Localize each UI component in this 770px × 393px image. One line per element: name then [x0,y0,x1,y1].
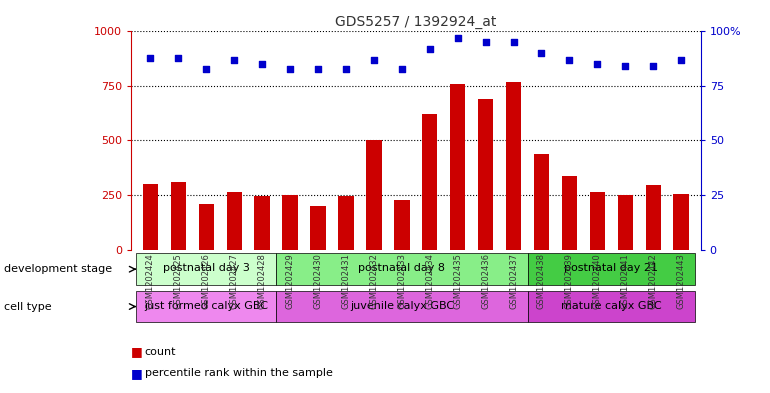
Point [647,63,659,70]
Text: GSM1202443: GSM1202443 [677,253,685,309]
Text: postnatal day 21: postnatal day 21 [564,263,658,274]
Point [535,50,547,56]
Text: just formed calyx GBC: just formed calyx GBC [144,301,268,311]
Text: GSM1202432: GSM1202432 [370,253,378,309]
Text: ■: ■ [131,345,146,358]
Text: GSM1202433: GSM1202433 [397,253,407,309]
Point [619,63,631,70]
Text: GSM1202434: GSM1202434 [425,253,434,309]
Point [480,39,492,46]
Bar [562,176,577,250]
Text: GSM1202435: GSM1202435 [454,253,462,309]
Bar [534,154,549,250]
Bar [527,290,695,322]
Text: GSM1202440: GSM1202440 [593,253,602,309]
Bar [136,290,276,322]
Point [675,57,688,63]
Point [396,65,408,72]
Text: juvenile calyx GBC: juvenile calyx GBC [350,301,454,311]
Text: count: count [145,347,176,357]
Bar [171,182,186,250]
Bar [506,82,521,250]
Point [144,55,156,61]
Bar [394,200,410,250]
Bar [142,184,158,250]
Bar [674,194,689,250]
Point [312,65,324,72]
Bar [590,192,605,250]
Text: GSM1202429: GSM1202429 [286,253,295,309]
Text: cell type: cell type [4,301,52,312]
Text: GSM1202431: GSM1202431 [341,253,350,309]
Text: GSM1202442: GSM1202442 [648,253,658,309]
Bar [338,196,353,250]
Text: development stage: development stage [4,264,112,274]
Title: GDS5257 / 1392924_at: GDS5257 / 1392924_at [335,15,497,29]
Text: GSM1202430: GSM1202430 [313,253,323,309]
Bar [645,185,661,250]
Point [200,65,213,72]
Bar [226,192,242,250]
Text: GSM1202428: GSM1202428 [258,253,266,309]
Point [507,39,520,46]
Point [368,57,380,63]
Bar [136,253,276,285]
Point [591,61,604,67]
Bar [276,253,527,285]
Bar [478,99,494,250]
Point [424,46,436,52]
Point [564,57,576,63]
Point [451,35,464,41]
Bar [450,84,465,250]
Point [340,65,352,72]
Text: postnatal day 8: postnatal day 8 [358,263,445,274]
Text: GSM1202427: GSM1202427 [229,253,239,309]
Text: GSM1202439: GSM1202439 [565,253,574,309]
Bar [310,206,326,250]
Text: GSM1202436: GSM1202436 [481,253,490,309]
Point [256,61,268,67]
Text: GSM1202424: GSM1202424 [146,253,155,309]
Bar [283,195,298,250]
Text: ■: ■ [131,367,146,380]
Text: GSM1202425: GSM1202425 [174,253,183,309]
Text: GSM1202426: GSM1202426 [202,253,211,309]
Bar [367,140,382,250]
Point [284,65,296,72]
Bar [618,195,633,250]
Point [228,57,240,63]
Text: postnatal day 3: postnatal day 3 [163,263,249,274]
Text: percentile rank within the sample: percentile rank within the sample [145,368,333,378]
Point [172,55,185,61]
Bar [527,253,695,285]
Text: GSM1202437: GSM1202437 [509,253,518,309]
Bar [422,114,437,250]
Text: GSM1202438: GSM1202438 [537,253,546,309]
Bar [255,196,270,250]
Bar [276,290,527,322]
Text: mature calyx GBC: mature calyx GBC [561,301,661,311]
Bar [199,204,214,250]
Text: GSM1202441: GSM1202441 [621,253,630,309]
